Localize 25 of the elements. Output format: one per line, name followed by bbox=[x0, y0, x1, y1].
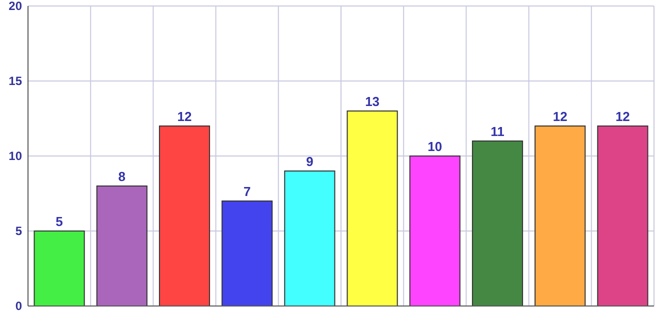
data-label: 9 bbox=[306, 154, 314, 169]
bar bbox=[96, 186, 148, 306]
bar bbox=[597, 126, 648, 306]
bar bbox=[346, 110, 398, 306]
y-tick-label: 20 bbox=[8, 0, 22, 14]
y-tick-label: 5 bbox=[15, 224, 22, 238]
data-label: 5 bbox=[56, 214, 63, 229]
bar bbox=[534, 126, 586, 306]
bar bbox=[409, 156, 460, 306]
bar bbox=[34, 230, 85, 306]
y-tick-label: 0 bbox=[15, 299, 22, 314]
data-label: 13 bbox=[365, 94, 380, 109]
data-label: 7 bbox=[243, 184, 251, 199]
bar bbox=[284, 170, 336, 306]
data-label: 11 bbox=[490, 124, 504, 139]
bar bbox=[158, 126, 210, 306]
data-label: 10 bbox=[428, 139, 442, 154]
data-label: 12 bbox=[177, 109, 192, 124]
data-label: 8 bbox=[118, 169, 126, 184]
bar bbox=[472, 140, 524, 306]
data-label: 12 bbox=[552, 109, 568, 124]
data-label: 12 bbox=[615, 109, 630, 124]
bar bbox=[222, 200, 273, 306]
y-tick-label: 15 bbox=[8, 74, 22, 88]
y-tick-label: 10 bbox=[8, 149, 22, 164]
